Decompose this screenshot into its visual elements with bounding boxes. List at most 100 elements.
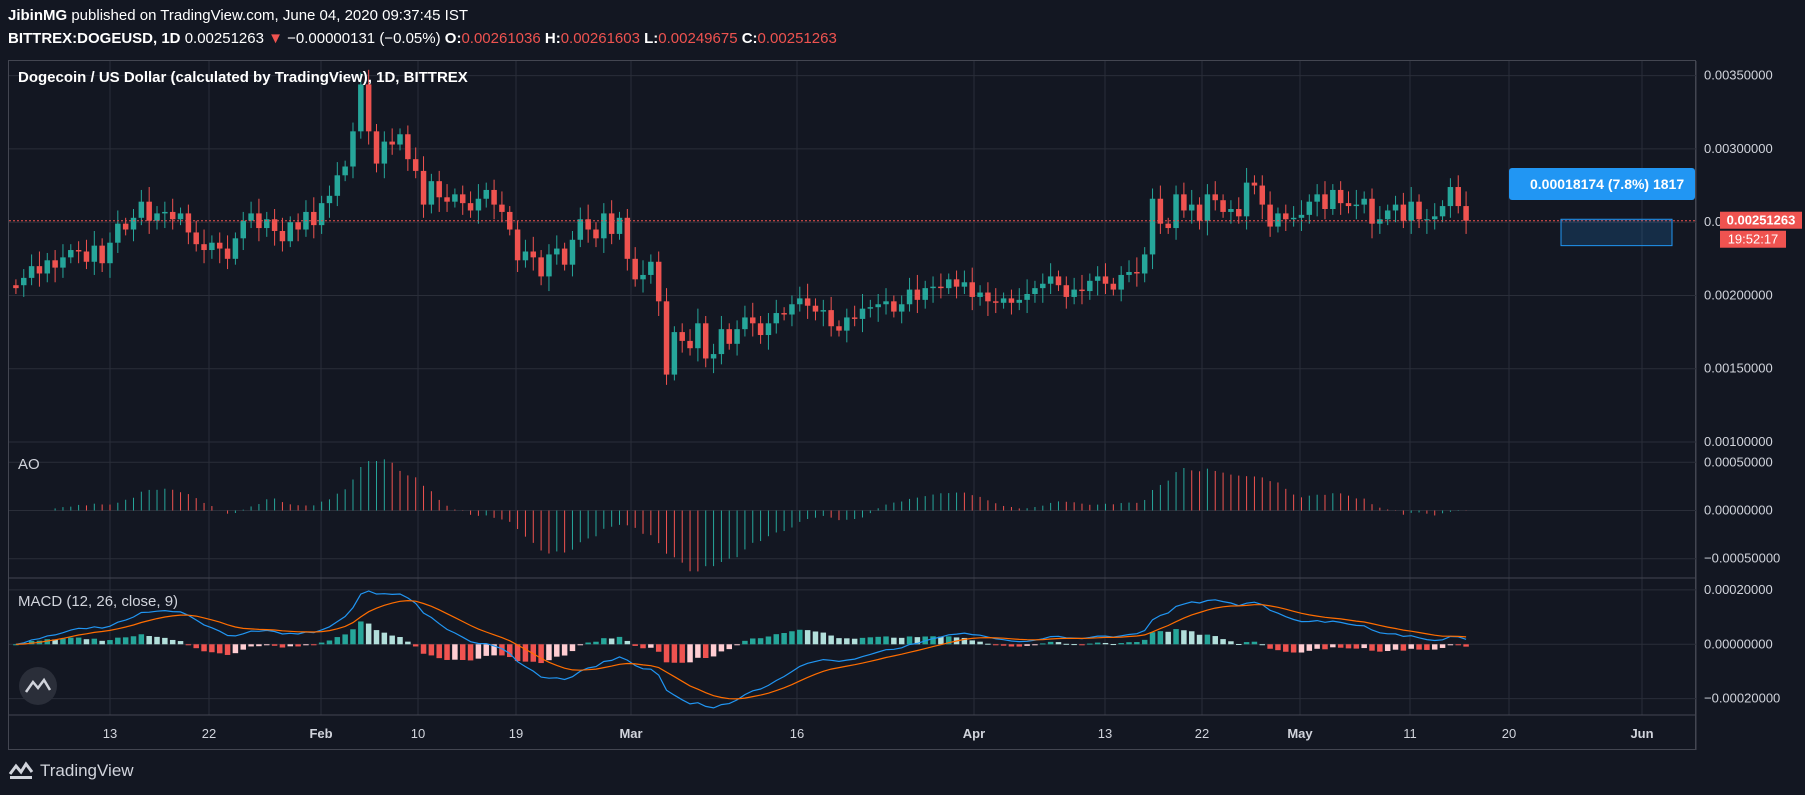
macd-histogram-bar bbox=[1047, 641, 1054, 645]
macd-histogram-bar bbox=[459, 644, 466, 660]
candle bbox=[381, 141, 388, 164]
macd-histogram-bar bbox=[1353, 644, 1360, 649]
macd-histogram-bar bbox=[695, 644, 701, 658]
candle bbox=[851, 317, 858, 319]
candle bbox=[412, 159, 419, 171]
candle bbox=[891, 301, 897, 312]
macd-histogram-bar bbox=[1134, 642, 1140, 645]
candle bbox=[1392, 204, 1399, 211]
candle bbox=[522, 251, 529, 261]
candle bbox=[193, 232, 199, 245]
macd-histogram-bar bbox=[68, 637, 74, 645]
candle bbox=[365, 84, 372, 132]
macd-histogram-bar bbox=[256, 644, 262, 647]
author-name[interactable]: JibinMG bbox=[8, 7, 68, 24]
macd-histogram-bar bbox=[1361, 644, 1367, 649]
candle bbox=[726, 329, 732, 344]
macd-histogram-bar bbox=[679, 644, 685, 663]
candle bbox=[318, 203, 325, 226]
candle bbox=[75, 250, 82, 252]
candle bbox=[21, 277, 27, 286]
chart-canvas[interactable]: 0.003500000.003000000.002500000.00200000… bbox=[0, 0, 1805, 760]
footer: TradingView bbox=[8, 760, 134, 782]
macd-histogram-bar bbox=[83, 639, 90, 645]
macd-histogram-bar bbox=[389, 635, 395, 645]
price-axis-tick: 0.00350000 bbox=[1704, 68, 1773, 83]
x-axis-tick: 11 bbox=[1403, 726, 1417, 741]
macd-histogram-bar bbox=[687, 644, 693, 663]
macd-histogram-bar bbox=[734, 644, 740, 646]
macd-histogram-bar bbox=[138, 634, 145, 645]
candle bbox=[742, 317, 748, 330]
close-value: 0.00251263 bbox=[757, 30, 837, 47]
macd-histogram-bar bbox=[671, 644, 678, 663]
last-price-tag bbox=[1720, 211, 1802, 229]
x-axis-tick: 19 bbox=[509, 726, 523, 741]
x-axis-tick: Apr bbox=[963, 726, 985, 741]
macd-histogram-bar bbox=[875, 636, 881, 645]
candle bbox=[1243, 182, 1250, 217]
macd-histogram-bar bbox=[797, 629, 803, 645]
candle bbox=[702, 323, 709, 359]
candle bbox=[695, 323, 701, 349]
candle bbox=[1337, 189, 1344, 204]
candle bbox=[953, 279, 960, 287]
macd-histogram-bar bbox=[373, 630, 380, 645]
candle bbox=[930, 286, 936, 289]
macd-histogram-bar bbox=[60, 638, 66, 645]
macd-histogram-bar bbox=[1337, 644, 1344, 648]
macd-histogram-bar bbox=[358, 621, 364, 645]
countdown-tag bbox=[1720, 230, 1786, 248]
macd-histogram-bar bbox=[1463, 644, 1469, 647]
macd-histogram-bar bbox=[428, 644, 435, 656]
candle bbox=[389, 141, 395, 145]
candle bbox=[1032, 288, 1038, 294]
candle bbox=[648, 261, 654, 275]
candle bbox=[1424, 219, 1430, 221]
candle bbox=[311, 211, 317, 226]
candle bbox=[1196, 204, 1203, 221]
candle bbox=[961, 282, 968, 287]
x-axis-tick: 16 bbox=[790, 726, 804, 741]
macd-histogram-bar bbox=[169, 639, 176, 645]
candle bbox=[1361, 198, 1367, 205]
macd-line bbox=[15, 590, 1467, 709]
macd-histogram-bar bbox=[295, 644, 301, 647]
macd-histogram-bar bbox=[240, 644, 246, 650]
macd-histogram-bar bbox=[891, 637, 897, 645]
macd-histogram-bar bbox=[1212, 636, 1218, 645]
macd-histogram-bar bbox=[1330, 644, 1336, 648]
candle bbox=[608, 213, 615, 234]
candle bbox=[420, 170, 427, 205]
candle bbox=[687, 340, 693, 349]
macd-histogram-bar bbox=[1447, 644, 1454, 646]
candle bbox=[1455, 187, 1461, 207]
macd-histogram-bar bbox=[122, 637, 129, 645]
macd-histogram-bar bbox=[303, 644, 309, 646]
candle bbox=[1024, 293, 1030, 300]
macd-histogram-bar bbox=[538, 644, 544, 664]
macd-histogram-bar bbox=[702, 644, 709, 658]
candle bbox=[750, 317, 756, 324]
macd-histogram-bar bbox=[311, 644, 317, 646]
candle bbox=[264, 219, 270, 229]
candle bbox=[1447, 187, 1454, 207]
tradingview-brand[interactable]: TradingView bbox=[40, 761, 134, 780]
candle bbox=[130, 217, 137, 230]
macd-histogram-bar bbox=[99, 640, 105, 645]
candle bbox=[1110, 283, 1117, 290]
macd-histogram-bar bbox=[271, 644, 278, 646]
tradingview-logo-icon[interactable] bbox=[8, 760, 34, 782]
macd-histogram-bar bbox=[1196, 634, 1203, 645]
macd-histogram-bar bbox=[232, 644, 239, 654]
macd-title: MACD (12, 26, close, 9) bbox=[18, 593, 178, 610]
candle bbox=[1118, 274, 1124, 290]
candle bbox=[350, 131, 356, 167]
candle bbox=[593, 229, 599, 239]
symbol-label[interactable]: BITTREX:DOGEUSD, 1D bbox=[8, 30, 181, 47]
candle bbox=[1439, 206, 1446, 217]
macd-histogram-bar bbox=[44, 639, 51, 645]
candle bbox=[789, 304, 795, 315]
candle bbox=[1463, 206, 1469, 221]
macd-histogram-bar bbox=[985, 643, 991, 645]
